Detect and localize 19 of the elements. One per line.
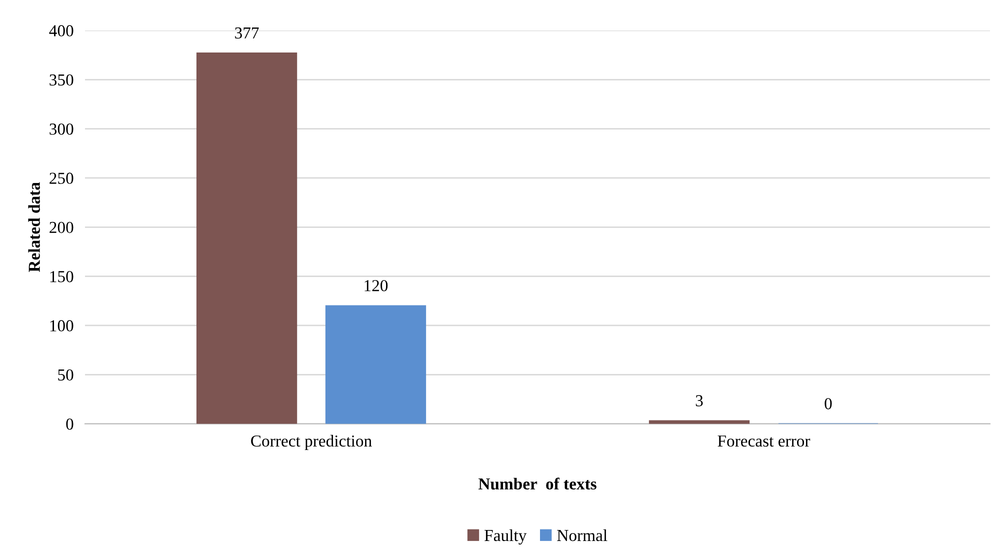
x-tick-label: Forecast error (718, 436, 810, 447)
x-axis-title: Number of texts (478, 478, 596, 490)
y-tick-label: 50 (58, 369, 74, 381)
legend-label: Faulty (484, 529, 527, 545)
y-tick-label: 300 (50, 124, 74, 135)
data-label: 377 (235, 27, 259, 39)
data-label: 120 (364, 280, 388, 292)
y-tick-label: 150 (50, 271, 74, 282)
data-label: 0 (824, 398, 832, 410)
y-tick-label: 250 (50, 172, 74, 184)
y-tick-label: 0 (66, 418, 74, 430)
legend-label: Normal (557, 529, 608, 542)
y-tick-label: 350 (50, 74, 74, 86)
y-tick-label: 100 (50, 320, 74, 332)
data-label: 3 (696, 395, 703, 406)
y-axis-title: Related data (28, 182, 40, 272)
y-tick-label: 200 (50, 222, 74, 234)
x-tick-label: Correct prediction (251, 434, 372, 450)
y-tick-label: 400 (49, 25, 74, 36)
